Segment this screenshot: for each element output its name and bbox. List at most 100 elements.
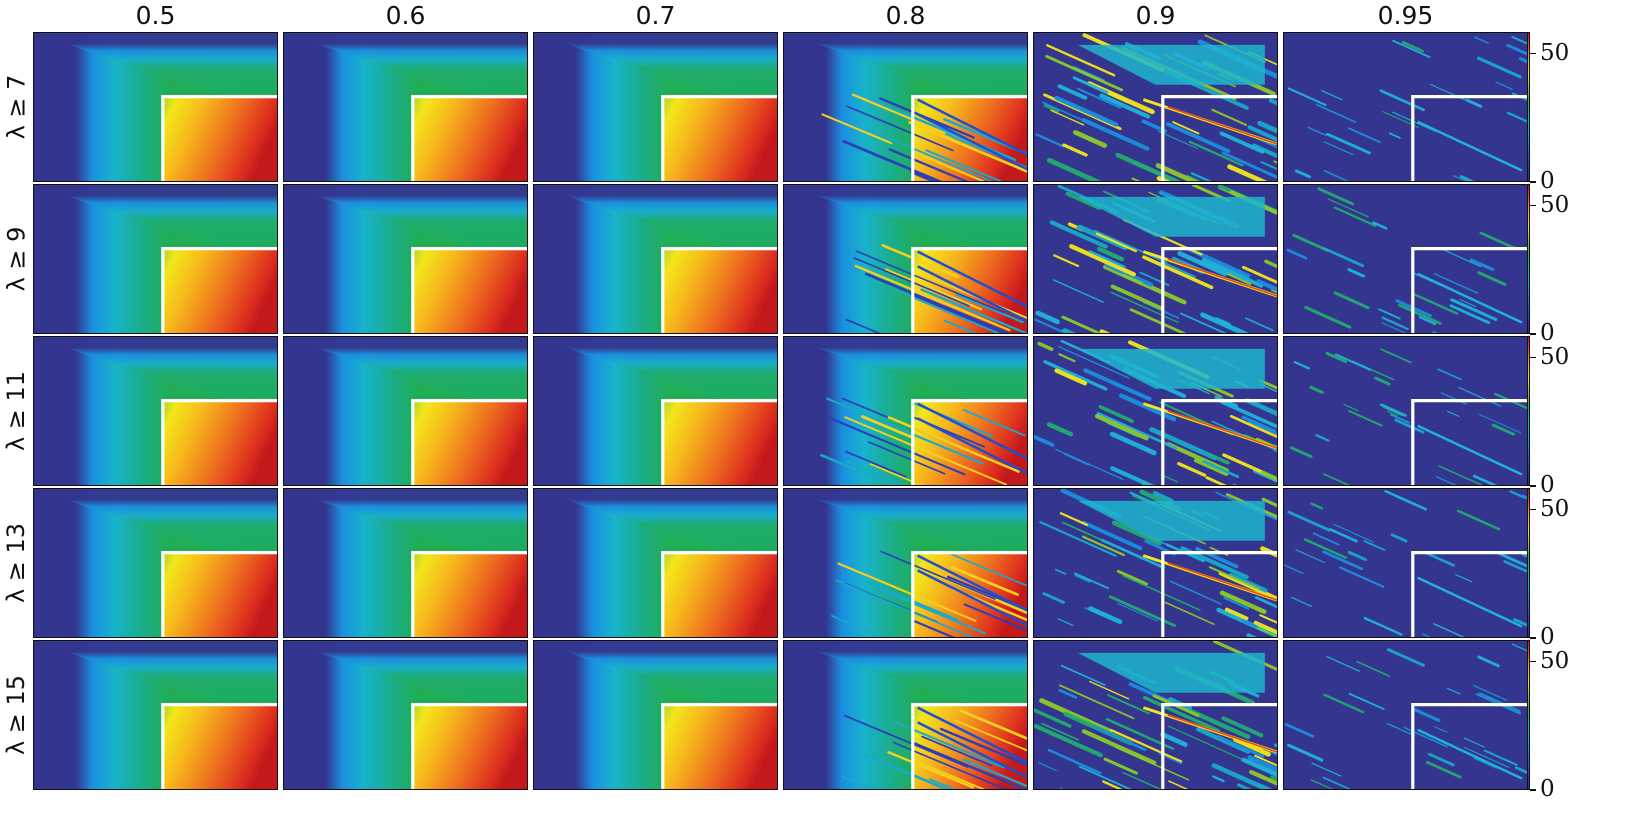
boundary-line — [911, 703, 1027, 789]
heatmap-panel — [1283, 32, 1528, 182]
field-background — [1284, 489, 1527, 637]
field-streak — [1053, 254, 1080, 268]
boundary-line — [911, 247, 1027, 333]
boundary-line — [1411, 703, 1527, 789]
field-streak — [1259, 383, 1277, 393]
heatmap-svg — [1034, 185, 1277, 333]
field-streak — [959, 709, 1027, 740]
field-streak — [835, 579, 974, 637]
heatmap-svg — [284, 337, 527, 485]
field-streak — [1498, 552, 1527, 568]
field-band-vertical — [34, 641, 277, 723]
boundary-line — [1161, 703, 1277, 789]
field-streak — [1095, 232, 1138, 253]
field-streak — [1449, 304, 1491, 325]
field-ridge — [1417, 120, 1523, 172]
heatmap-panel — [783, 32, 1028, 182]
field-inner-region — [912, 248, 1027, 333]
field-plateau — [1077, 196, 1265, 237]
field-streak — [1247, 125, 1277, 142]
field-streak — [1221, 151, 1277, 179]
field-streak — [1413, 293, 1459, 315]
field-streak — [1348, 692, 1385, 711]
field-streak — [820, 453, 897, 485]
heatmap-panel — [283, 184, 528, 334]
field-streak — [1315, 433, 1330, 442]
field-streak — [1219, 131, 1265, 154]
field-streak — [1118, 393, 1177, 422]
field-streak — [1034, 724, 1103, 758]
field-streak — [1129, 308, 1187, 333]
heatmap-panel — [1283, 488, 1528, 638]
field-streak — [1083, 368, 1152, 402]
field-streak — [1152, 491, 1174, 503]
field-streak — [1387, 648, 1425, 667]
field-streak — [1511, 643, 1527, 652]
field-streak — [1514, 766, 1527, 774]
field-streak — [1045, 54, 1124, 92]
field-streak — [845, 460, 907, 485]
heatmap-svg — [534, 641, 777, 789]
field-streak — [1511, 35, 1527, 45]
field-streak — [1074, 574, 1091, 583]
colorbar-tick-label: 50 — [1540, 647, 1570, 674]
heatmap-svg — [1034, 33, 1277, 181]
heatmap-svg — [1034, 489, 1277, 637]
field-inner-region — [162, 96, 277, 181]
colorbar-tick-label: 50 — [1540, 343, 1570, 370]
field-background — [1284, 337, 1527, 485]
field-streak — [1450, 298, 1498, 322]
field-ridge — [1167, 106, 1277, 145]
field-inner-region — [662, 704, 777, 789]
field-streak — [944, 319, 977, 333]
field-streak — [943, 118, 1027, 156]
field-streak — [1339, 566, 1385, 588]
field-streak — [1479, 692, 1521, 712]
field-streak — [1322, 247, 1365, 268]
boundary-line — [161, 551, 277, 637]
heatmap-svg — [534, 337, 777, 485]
field-streak — [1055, 448, 1124, 480]
field-streak — [1333, 206, 1377, 227]
field-streak — [1164, 601, 1215, 625]
field-streak — [1292, 233, 1330, 252]
field-streak — [842, 140, 943, 181]
field-streak — [1186, 174, 1202, 181]
field-streak — [1254, 596, 1277, 609]
field-streak — [1188, 140, 1244, 167]
field-streak — [880, 550, 996, 600]
field-streak — [1476, 56, 1522, 79]
field-left-strip — [784, 337, 814, 485]
field-streak — [1327, 198, 1369, 218]
field-streak — [1287, 510, 1331, 532]
field-streak — [1310, 779, 1334, 789]
field-streak — [1059, 512, 1089, 527]
field-streak — [1043, 360, 1108, 391]
field-streak — [1315, 103, 1357, 123]
field-streak — [826, 397, 984, 465]
field-streak — [1245, 398, 1277, 417]
boundary-line — [411, 399, 527, 485]
field-left-strip — [534, 185, 564, 333]
field-streak — [1384, 489, 1427, 511]
field-streak — [846, 105, 954, 152]
heatmap-panel — [33, 32, 278, 182]
field-streak — [1456, 509, 1501, 531]
field-inner-region — [912, 704, 1027, 789]
boundary-line — [911, 399, 1027, 485]
field-left-strip — [534, 641, 564, 789]
colorbar-tick-label: 0 — [1540, 168, 1555, 194]
field-streak — [1076, 87, 1122, 109]
field-streak — [1310, 502, 1324, 510]
field-streak — [845, 318, 881, 333]
field-band-vertical — [534, 641, 777, 723]
field-streak — [1388, 132, 1401, 139]
field-streak — [1057, 618, 1074, 627]
field-streak — [1372, 221, 1388, 230]
heatmap-svg — [284, 33, 527, 181]
heatmap-panel — [1283, 184, 1528, 334]
field-streak — [1052, 279, 1104, 303]
field-streak — [888, 148, 969, 181]
field-streak — [844, 416, 1007, 485]
